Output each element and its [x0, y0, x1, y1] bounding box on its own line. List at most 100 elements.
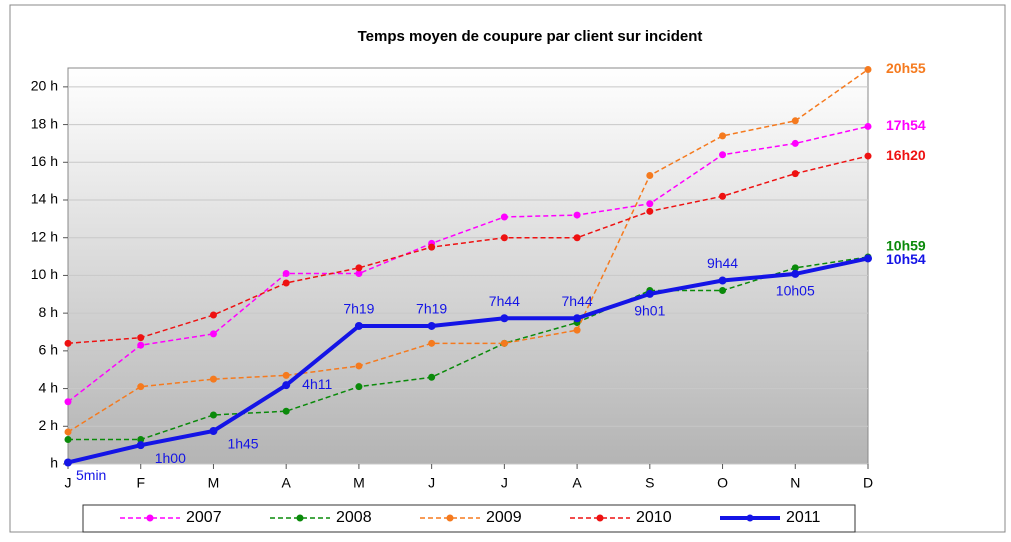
point [791, 269, 800, 278]
point [791, 170, 799, 178]
legend-label: 2007 [186, 509, 222, 526]
legend-marker [296, 514, 304, 522]
point [864, 66, 872, 74]
series-line [67, 125, 869, 403]
point [573, 326, 581, 334]
point [282, 371, 290, 379]
point [500, 339, 508, 347]
x-tick-label: N [790, 475, 800, 491]
point [427, 321, 436, 330]
point [354, 321, 363, 330]
y-tick-label: 4 h [39, 379, 58, 395]
point [282, 279, 290, 287]
point [282, 381, 291, 390]
legend-label: 2009 [486, 509, 522, 526]
x-tick-label: J [501, 475, 508, 491]
point [209, 427, 218, 435]
series-line [67, 68, 869, 433]
y-tick-label: 8 h [39, 304, 58, 320]
point [355, 383, 363, 391]
y-tick-label: 2 h [39, 417, 58, 433]
x-tick-label: M [208, 475, 220, 491]
point [64, 398, 72, 406]
chart-title: Temps moyen de coupure par client sur in… [358, 28, 703, 45]
point [500, 213, 508, 221]
end-label: 10h54 [886, 251, 926, 267]
legend-marker [146, 514, 154, 522]
point [791, 264, 799, 272]
value-label: 1h45 [227, 436, 258, 452]
y-tick-label: 20 h [31, 78, 58, 94]
x-tick-label: D [863, 475, 873, 491]
point [791, 139, 799, 147]
point [718, 276, 727, 285]
value-label: 1h00 [155, 450, 186, 466]
plot-area [67, 67, 869, 465]
end-label: 16h20 [886, 147, 926, 163]
y-tick-label: 14 h [31, 191, 58, 207]
x-tick-label: A [572, 475, 582, 491]
x-tick-label: O [717, 475, 728, 491]
point [64, 458, 72, 467]
point [64, 339, 72, 347]
point [864, 254, 872, 263]
point [500, 234, 508, 242]
series-line [68, 256, 869, 441]
point [646, 171, 654, 179]
point [573, 314, 582, 323]
y-tick-label: 18 h [31, 115, 58, 131]
legend-label: 2011 [786, 509, 821, 526]
legend-label: 2010 [636, 509, 672, 526]
value-label: 7h19 [416, 301, 447, 317]
value-label: 9h01 [634, 303, 665, 319]
x-tick-label: F [136, 475, 145, 491]
series-line [67, 155, 869, 345]
legend-label: 2008 [336, 509, 372, 526]
point [209, 375, 217, 383]
point [355, 270, 363, 278]
x-tick-label: S [645, 475, 654, 491]
point [719, 151, 727, 159]
legend-marker [746, 514, 754, 522]
end-label: 20h55 [886, 60, 926, 76]
point [209, 330, 217, 338]
value-label: 10h05 [776, 283, 815, 299]
series-line [67, 256, 869, 465]
value-label: 7h44 [562, 293, 593, 309]
point [864, 122, 872, 130]
point [137, 435, 145, 443]
y-tick-label: 12 h [31, 228, 58, 244]
point [719, 132, 727, 140]
point [355, 362, 363, 370]
x-tick-label: M [353, 475, 365, 491]
point [719, 192, 727, 200]
x-tick-label: J [65, 475, 72, 491]
point [646, 207, 654, 215]
point [282, 407, 290, 415]
point [573, 234, 581, 242]
y-tick-label: 16 h [31, 153, 58, 169]
point [646, 200, 654, 208]
point [645, 289, 654, 298]
point [137, 341, 145, 349]
point [64, 428, 72, 436]
point [791, 117, 799, 125]
point [136, 441, 145, 450]
legend-marker [596, 514, 604, 522]
point [209, 311, 217, 319]
point [355, 264, 363, 272]
legend-marker [446, 514, 454, 522]
value-label: 7h19 [343, 301, 374, 317]
value-label: 5min [76, 467, 106, 483]
value-label: 4h11 [302, 376, 332, 392]
point [209, 411, 217, 419]
end-label: 10h59 [886, 238, 926, 254]
point [137, 383, 145, 391]
end-label: 17h54 [886, 117, 926, 133]
y-tick-label: h [50, 455, 58, 471]
point [137, 334, 145, 342]
point [864, 152, 872, 160]
point [573, 211, 581, 219]
